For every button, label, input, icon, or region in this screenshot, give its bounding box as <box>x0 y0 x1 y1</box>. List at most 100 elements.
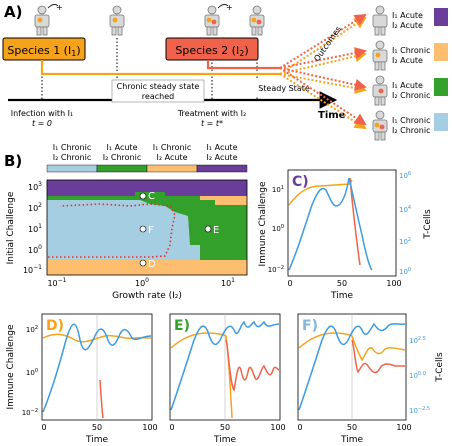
c-y-label-left: Immune Challenge <box>258 181 268 266</box>
d-red-curve <box>100 380 103 418</box>
phase-y-ticks: 103 102 101 100 10−1 <box>23 181 42 275</box>
phase-x-label: Growth rate (I₂) <box>112 291 182 301</box>
c-right-ticks: 106 104 102 100 <box>399 171 411 276</box>
svg-text:I₂ Chronic: I₂ Chronic <box>53 153 91 162</box>
species2-box: Species 2 (I2) <box>166 38 258 60</box>
svg-text:101: 101 <box>272 185 284 194</box>
c-x-tick-50: 50 <box>337 279 347 288</box>
i2-red-line <box>208 60 280 68</box>
e-red-curve <box>226 340 279 390</box>
svg-text:101: 101 <box>28 223 42 234</box>
f-right-ticks: 102.5 100.0 10−2.5 <box>409 336 430 415</box>
svg-text:Steady State: Steady State <box>258 84 310 93</box>
phase-legend: I₁ Chronic I₂ Chronic I₁ Acute I₂ Chroni… <box>47 143 247 172</box>
phase-y-label: Initial Challenge <box>6 191 16 264</box>
svg-text:I₁ Acute: I₁ Acute <box>392 81 423 90</box>
svg-text:I₁ Acute: I₁ Acute <box>107 143 138 152</box>
svg-text:Species 1 (I1): Species 1 (I1) <box>7 44 80 58</box>
svg-text:I₂ Acute: I₂ Acute <box>207 153 238 162</box>
d-x-tick-0: 0 <box>41 423 46 432</box>
svg-text:I₁ Chronic: I₁ Chronic <box>392 116 430 125</box>
treatment-time: t = t* <box>201 119 223 128</box>
svg-text:I₂ Chronic: I₂ Chronic <box>392 126 430 135</box>
svg-text:I₂ Acute: I₂ Acute <box>392 56 423 65</box>
svg-text:reached: reached <box>142 92 174 101</box>
outcome-swatch-acute-chronic <box>434 78 448 96</box>
svg-text:D: D <box>148 259 156 270</box>
species1-box: Species 1 (I1) <box>3 38 85 60</box>
panel-f-label: F) <box>302 318 318 334</box>
svg-text:I₁ Acute: I₁ Acute <box>207 143 238 152</box>
outcome-row-3: I₁ Acute I₂ Chronic <box>373 76 448 105</box>
panel-e-label: E) <box>174 318 190 334</box>
svg-text:I₂ Acute: I₂ Acute <box>157 153 188 162</box>
panel-a-label: A) <box>4 3 22 21</box>
svg-text:102: 102 <box>26 325 38 334</box>
svg-text:106: 106 <box>399 171 411 180</box>
svg-text:100.0: 100.0 <box>409 371 426 380</box>
c-x-label: Time <box>330 291 353 301</box>
panel-e: E) 0 50 100 Time <box>169 314 285 445</box>
chronic-steady-state-box: Chronic steady state reached <box>112 80 204 102</box>
svg-text:100: 100 <box>135 277 149 288</box>
person-icon-chronic-i1 <box>110 6 124 35</box>
svg-text:C: C <box>148 191 155 202</box>
svg-text:101: 101 <box>221 277 235 288</box>
svg-text:10−1: 10−1 <box>47 277 66 288</box>
steady-state-box: Steady State <box>255 80 311 96</box>
svg-text:+: + <box>56 3 63 12</box>
svg-text:100: 100 <box>28 244 42 255</box>
person-icon-steady <box>250 6 264 35</box>
svg-text:Species 2 (I2): Species 2 (I2) <box>175 44 248 58</box>
svg-text:E: E <box>213 225 219 236</box>
panel-c-label: C) <box>292 174 309 190</box>
d-x-tick-100: 100 <box>142 423 157 432</box>
svg-text:+: + <box>226 3 233 12</box>
svg-text:100: 100 <box>26 368 38 377</box>
panel-a: A) + + S <box>3 3 448 140</box>
phase-diagram: C F E D <box>47 180 247 275</box>
outcome-swatch-chronic-chronic <box>434 113 448 131</box>
e-x-tick-0: 0 <box>169 423 174 432</box>
e-orange-curve <box>171 333 232 418</box>
f-x-tick-100: 100 <box>396 423 411 432</box>
panel-b: B) I₁ Chronic I₂ Chronic I₁ Acute I₂ Chr… <box>4 143 247 301</box>
infection-time: t = 0 <box>32 119 52 128</box>
outcome-swatch-chronic-acute <box>434 43 448 61</box>
d-y-label: Immune Challenge <box>6 324 16 409</box>
person-icon-infected-i1: + <box>35 3 63 35</box>
svg-text:I₂ Chronic: I₂ Chronic <box>103 153 141 162</box>
person-icon-treated-i2: + <box>205 3 233 35</box>
outcome-row-2: I₁ Chronic I₂ Acute <box>373 41 448 70</box>
svg-text:102: 102 <box>399 237 411 246</box>
panel-c: C) 101 100 10−2 106 104 102 100 0 50 100… <box>258 170 433 301</box>
f-y-label-right: T-Cells <box>435 352 445 383</box>
f-x-tick-0: 0 <box>297 423 302 432</box>
e-x-tick-100: 100 <box>270 423 285 432</box>
panel-d: D) 102 100 10−2 0 50 100 Time Immune Cha… <box>6 314 158 445</box>
svg-text:103: 103 <box>28 181 42 192</box>
svg-text:I₁ Chronic: I₁ Chronic <box>392 46 430 55</box>
c-x-tick-100: 100 <box>386 279 401 288</box>
outcome-row-1: I₁ Acute I₂ Acute <box>373 6 448 35</box>
legend-swatch-acute-chronic <box>97 165 147 172</box>
d-x-label: Time <box>85 435 108 445</box>
svg-text:102: 102 <box>28 202 42 213</box>
d-left-ticks: 102 100 10−2 <box>22 325 38 417</box>
f-x-label: Time <box>340 435 363 445</box>
svg-text:100: 100 <box>272 224 284 233</box>
legend-swatch-chronic-acute <box>147 165 197 172</box>
c-y-label-right: T-Cells <box>423 209 433 240</box>
phase-x-ticks: 10−1 100 101 <box>47 277 235 288</box>
svg-text:10−1: 10−1 <box>23 264 42 275</box>
outcome-swatch-acute-acute <box>434 8 448 26</box>
infection-label: Infection with I₁ <box>11 109 74 118</box>
panel-b-label: B) <box>4 152 22 170</box>
svg-text:104: 104 <box>399 205 411 214</box>
svg-text:10−2: 10−2 <box>22 408 38 417</box>
c-left-ticks: 101 100 10−2 <box>268 185 284 274</box>
svg-text:Chronic steady state: Chronic steady state <box>117 82 200 91</box>
svg-text:I₁ Chronic: I₁ Chronic <box>53 143 91 152</box>
legend-swatch-chronic-chronic <box>47 165 97 172</box>
